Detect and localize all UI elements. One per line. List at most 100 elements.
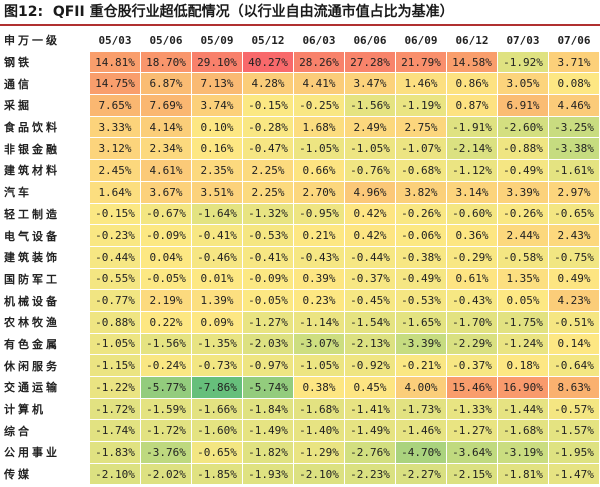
cell: -1.22%: [90, 377, 141, 399]
cell: -3.64%: [447, 442, 498, 464]
cell: -2.14%: [447, 138, 498, 161]
table-row: 计算机 -1.72% -1.59% -1.66% -1.84% -1.68% -1.41% -…: [0, 398, 600, 421]
cell: -0.44%: [345, 246, 396, 269]
table-row: 建筑装饰 -0.44% 0.04% -0.46% -0.41% -0.43% -0.44% -…: [0, 246, 600, 269]
cell: -1.05%: [294, 355, 345, 377]
cell: -3.76%: [141, 442, 192, 464]
cell: 0.23%: [294, 290, 345, 312]
cell: -3.38%: [549, 138, 600, 161]
cell: -1.27%: [243, 311, 294, 334]
row-label: 农林牧渔: [0, 311, 90, 334]
cell: -1.27%: [447, 420, 498, 443]
cell: 0.87%: [447, 95, 498, 117]
table-row: 采掘 7.65% 7.69% 3.74% -0.15% -0.25% -1.56% -1.19…: [0, 95, 600, 117]
cell: 4.61%: [141, 160, 192, 182]
cell: -0.43%: [447, 290, 498, 312]
cell: -1.05%: [345, 138, 396, 161]
cell: 0.21%: [294, 225, 345, 247]
cell: 14.75%: [90, 73, 141, 96]
cell: 4.96%: [345, 181, 396, 204]
cell: 0.08%: [549, 73, 600, 96]
cell: 3.05%: [498, 73, 549, 96]
cell: 2.43%: [549, 225, 600, 247]
cell: -0.76%: [345, 160, 396, 182]
cell: 0.10%: [192, 116, 243, 139]
cell: 0.42%: [345, 225, 396, 247]
cell: 0.49%: [549, 268, 600, 291]
cell: -0.65%: [192, 442, 243, 464]
cell: -0.06%: [396, 225, 447, 247]
cell: -0.15%: [90, 203, 141, 226]
cell: 4.23%: [549, 290, 600, 312]
column-header: 06/12: [447, 30, 498, 52]
cell: -0.75%: [549, 246, 600, 269]
cell: -1.72%: [90, 398, 141, 421]
table: 申万一级 05/03 05/06 05/09 05/12 06/03 06/06 06/09 0…: [0, 30, 600, 486]
cell: -0.65%: [549, 203, 600, 226]
cell: -0.05%: [141, 268, 192, 291]
cell: -3.07%: [294, 333, 345, 356]
cell: 1.35%: [498, 268, 549, 291]
cell: -0.43%: [294, 246, 345, 269]
cell: -0.88%: [498, 138, 549, 161]
cell: -5.74%: [243, 377, 294, 399]
cell: -1.05%: [90, 333, 141, 356]
cell: 16.90%: [498, 377, 549, 399]
cell: 29.10%: [192, 51, 243, 74]
cell: -0.38%: [396, 246, 447, 269]
cell: 0.05%: [498, 290, 549, 312]
cell: 2.25%: [243, 181, 294, 204]
cell: -0.24%: [141, 355, 192, 377]
cell: 3.71%: [549, 51, 600, 74]
cell: -1.61%: [549, 160, 600, 182]
row-label: 通信: [0, 73, 90, 96]
cell: 0.61%: [447, 268, 498, 291]
cell: -1.05%: [294, 138, 345, 161]
cell: -1.14%: [294, 311, 345, 334]
row-label: 建筑装饰: [0, 246, 90, 269]
cell: 2.45%: [90, 160, 141, 182]
cell: 3.39%: [498, 181, 549, 204]
cell: -0.09%: [141, 225, 192, 247]
cell: -0.68%: [396, 160, 447, 182]
cell: -1.68%: [294, 398, 345, 421]
cell: -1.93%: [243, 463, 294, 486]
cell: -2.27%: [396, 463, 447, 486]
cell: -5.77%: [141, 377, 192, 399]
cell: 4.00%: [396, 377, 447, 399]
cell: -0.60%: [447, 203, 498, 226]
cell: 0.66%: [294, 160, 345, 182]
title: 图12: QFII 重仓股行业超低配情况（以行业自由流通市值占比为基准）: [0, 0, 600, 26]
cell: 0.16%: [192, 138, 243, 161]
table-row: 公用事业 -1.83% -3.76% -0.65% -1.82% -1.29% -2.76%…: [0, 442, 600, 464]
cell: 2.97%: [549, 181, 600, 204]
cell: -1.84%: [243, 398, 294, 421]
table-row: 通信 14.75% 6.87% 7.13% 4.28% 4.41% 3.47% 1.46% 0.…: [0, 73, 600, 96]
cell: 1.39%: [192, 290, 243, 312]
cell: -0.64%: [549, 355, 600, 377]
row-label: 有色金属: [0, 333, 90, 356]
table-row: 电气设备 -0.23% -0.09% -0.41% -0.53% 0.21% 0.42% -0…: [0, 225, 600, 247]
cell: -1.74%: [90, 420, 141, 443]
cell: -1.47%: [549, 463, 600, 486]
row-label: 采掘: [0, 95, 90, 117]
cell: -0.37%: [345, 268, 396, 291]
cell: 27.28%: [345, 51, 396, 74]
cell: -2.02%: [141, 463, 192, 486]
cell: 0.01%: [192, 268, 243, 291]
cell: 2.70%: [294, 181, 345, 204]
row-label: 机械设备: [0, 290, 90, 312]
header-row: 申万一级 05/03 05/06 05/09 05/12 06/03 06/06 06/09 0…: [0, 30, 600, 52]
column-header: 06/06: [345, 30, 396, 52]
cell: -1.83%: [90, 442, 141, 464]
cell: -0.97%: [243, 355, 294, 377]
table-row: 交通运输 -1.22% -5.77% -7.86% -5.74% 0.38% 0.45% 4.…: [0, 377, 600, 399]
cell: -0.49%: [498, 160, 549, 182]
cell: -1.70%: [447, 311, 498, 334]
cell: 0.86%: [447, 73, 498, 96]
cell: -1.19%: [396, 95, 447, 117]
cell: -0.09%: [243, 268, 294, 291]
table-row: 钢铁 14.81% 18.70% 29.10% 40.27% 28.26% 27.28% 21…: [0, 51, 600, 74]
cell: -2.03%: [243, 333, 294, 356]
cell: 0.04%: [141, 246, 192, 269]
